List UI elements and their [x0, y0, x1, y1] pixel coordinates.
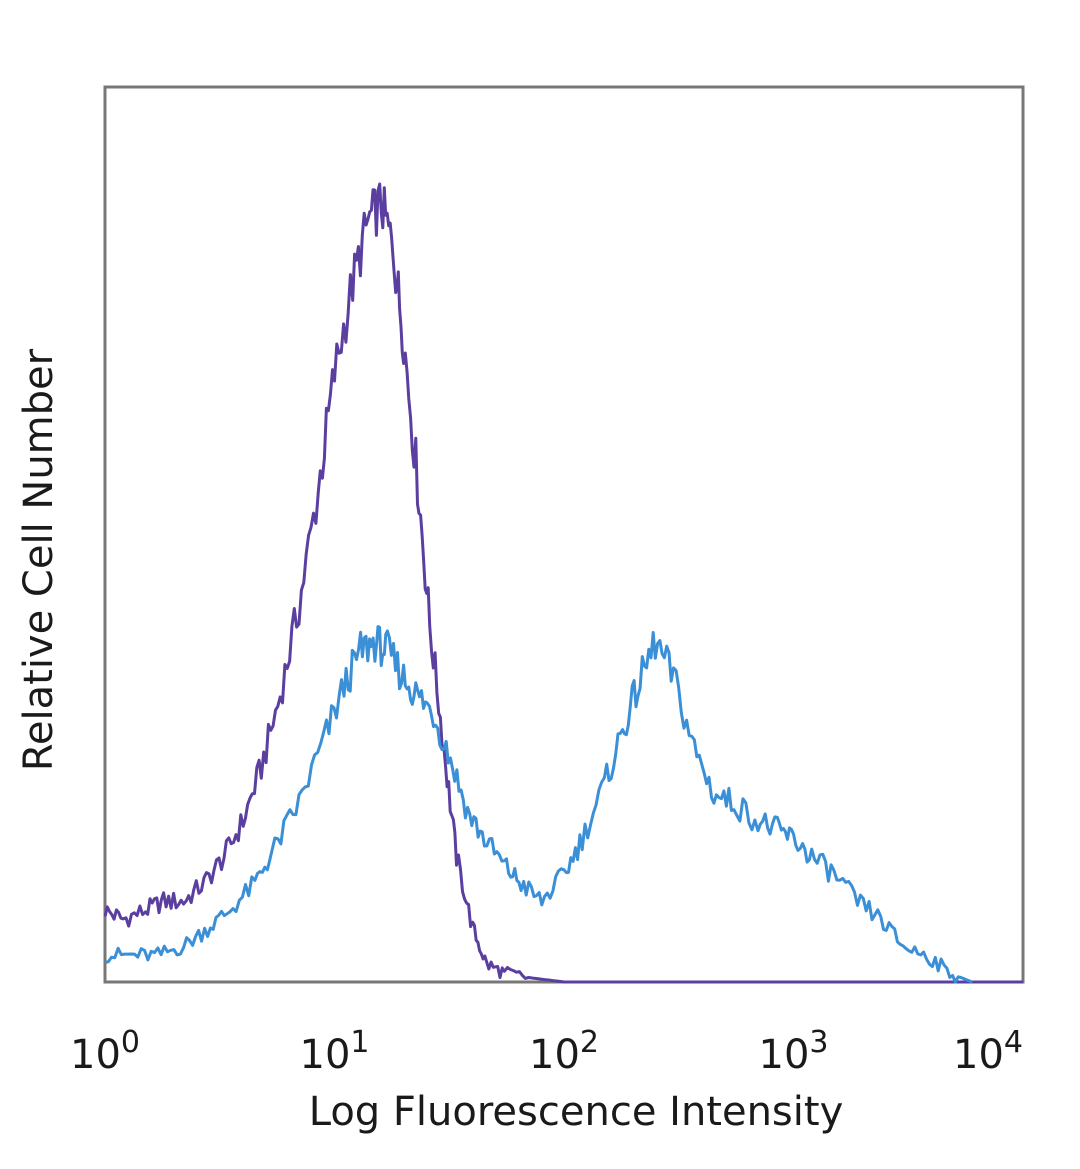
- series-layer: [103, 182, 1023, 984]
- histogram-series-1: [103, 182, 1023, 984]
- x-tick-label: 100: [70, 1025, 140, 1078]
- x-tick-label: 102: [529, 1025, 599, 1078]
- x-tick-label: 104: [953, 1025, 1023, 1078]
- y-axis-title: Relative Cell Number: [16, 348, 62, 771]
- x-tick-label: 103: [759, 1025, 829, 1078]
- plot-frame: [103, 85, 1025, 984]
- x-axis-title: Log Fluorescence Intensity: [309, 1089, 844, 1135]
- x-tick-label: 101: [300, 1025, 370, 1078]
- x-tick-labels: 100 101 102 103 104: [70, 1025, 1023, 1078]
- histogram-series-2: [104, 625, 973, 984]
